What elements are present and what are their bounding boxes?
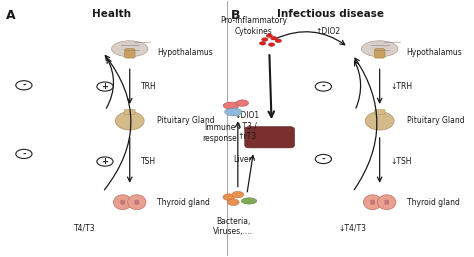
Circle shape xyxy=(97,82,113,91)
Ellipse shape xyxy=(362,41,398,57)
Circle shape xyxy=(228,199,239,206)
Circle shape xyxy=(232,191,244,198)
FancyBboxPatch shape xyxy=(124,110,135,114)
Circle shape xyxy=(120,202,125,205)
Text: -: - xyxy=(321,82,325,91)
Circle shape xyxy=(16,81,32,90)
Text: Hypothalamus: Hypothalamus xyxy=(157,48,212,57)
Circle shape xyxy=(120,200,125,203)
Text: Immune
response: Immune response xyxy=(202,123,237,143)
Text: Pituitary Gland: Pituitary Gland xyxy=(157,116,214,125)
Circle shape xyxy=(223,194,235,200)
Ellipse shape xyxy=(115,112,144,130)
Text: Infectious disease: Infectious disease xyxy=(277,9,383,19)
Circle shape xyxy=(16,149,32,159)
Text: T4/T3: T4/T3 xyxy=(74,223,96,232)
FancyBboxPatch shape xyxy=(374,110,385,114)
Ellipse shape xyxy=(128,195,146,210)
Text: TRH: TRH xyxy=(141,82,157,91)
FancyBboxPatch shape xyxy=(374,49,385,58)
Text: ↓DIO1
↓T3 /
↑rT3: ↓DIO1 ↓T3 / ↑rT3 xyxy=(234,111,259,141)
Text: +: + xyxy=(101,157,109,166)
Ellipse shape xyxy=(236,100,249,106)
Ellipse shape xyxy=(113,195,132,210)
Circle shape xyxy=(135,202,139,205)
Text: ↑DIO2: ↑DIO2 xyxy=(315,27,340,36)
Circle shape xyxy=(384,202,389,205)
Text: Health: Health xyxy=(92,9,131,19)
Ellipse shape xyxy=(378,195,396,210)
Text: Thyroid gland: Thyroid gland xyxy=(157,198,210,207)
Ellipse shape xyxy=(111,41,148,57)
Circle shape xyxy=(315,82,331,91)
Text: TSH: TSH xyxy=(141,157,156,166)
Text: ↓T4/T3: ↓T4/T3 xyxy=(338,223,367,232)
Circle shape xyxy=(370,201,375,204)
Circle shape xyxy=(135,201,139,204)
Circle shape xyxy=(271,36,277,40)
FancyBboxPatch shape xyxy=(125,49,135,58)
Text: Bacteria,
Viruses,....: Bacteria, Viruses,.... xyxy=(213,217,253,236)
Text: A: A xyxy=(6,9,16,22)
Circle shape xyxy=(97,157,113,166)
Ellipse shape xyxy=(241,198,257,204)
Circle shape xyxy=(384,201,389,204)
Circle shape xyxy=(315,154,331,164)
Text: Hypothalamus: Hypothalamus xyxy=(407,48,463,57)
Circle shape xyxy=(259,42,266,45)
Circle shape xyxy=(384,200,389,203)
Text: B: B xyxy=(231,9,241,22)
Text: ↓TSH: ↓TSH xyxy=(391,157,412,166)
Text: -: - xyxy=(22,81,26,90)
FancyBboxPatch shape xyxy=(245,127,294,148)
Circle shape xyxy=(268,43,275,46)
Circle shape xyxy=(135,200,139,203)
Ellipse shape xyxy=(225,108,242,116)
Text: Liver: Liver xyxy=(233,155,252,164)
Text: -: - xyxy=(22,149,26,158)
Circle shape xyxy=(370,202,375,205)
Circle shape xyxy=(370,200,375,203)
Text: Thyroid gland: Thyroid gland xyxy=(407,198,460,207)
Ellipse shape xyxy=(223,102,239,109)
Circle shape xyxy=(266,34,273,38)
Text: ↓TRH: ↓TRH xyxy=(391,82,413,91)
Text: Pituitary Gland: Pituitary Gland xyxy=(407,116,465,125)
Circle shape xyxy=(120,201,125,204)
Ellipse shape xyxy=(365,112,394,130)
Text: +: + xyxy=(101,82,109,91)
Text: Pro-inflammatory
Cytokines: Pro-inflammatory Cytokines xyxy=(220,16,287,36)
Ellipse shape xyxy=(364,195,382,210)
Text: -: - xyxy=(321,154,325,163)
Circle shape xyxy=(262,38,268,41)
Circle shape xyxy=(275,39,282,43)
